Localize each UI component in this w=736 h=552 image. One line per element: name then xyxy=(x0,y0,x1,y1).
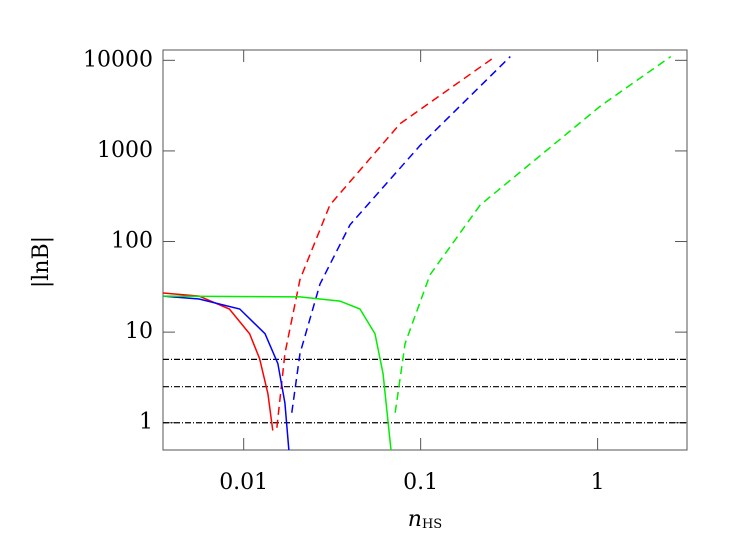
y-tick-label: 1 xyxy=(139,410,153,435)
solid-curve xyxy=(162,295,392,451)
plot-frame xyxy=(162,49,688,451)
y-tick-label: 1000 xyxy=(97,138,153,163)
y-tick-label: 10000 xyxy=(83,47,153,72)
x-tick-label: 0.1 xyxy=(403,470,438,495)
solid-curve xyxy=(162,292,274,431)
y-tick-label: 100 xyxy=(111,229,153,254)
x-axis-label: nHS xyxy=(408,507,442,532)
y-axis-label: |lnB| xyxy=(29,236,54,288)
dashed-curve xyxy=(276,55,496,428)
y-tick-label: 10 xyxy=(125,319,153,344)
dashed-curve xyxy=(394,55,672,413)
x-label-main: n xyxy=(408,507,422,532)
solid-curve xyxy=(162,295,290,451)
x-label-sub: HS xyxy=(422,517,442,532)
x-tick-label: 1 xyxy=(591,470,605,495)
dashed-curve xyxy=(291,56,511,413)
x-tick-label: 0.01 xyxy=(219,470,268,495)
